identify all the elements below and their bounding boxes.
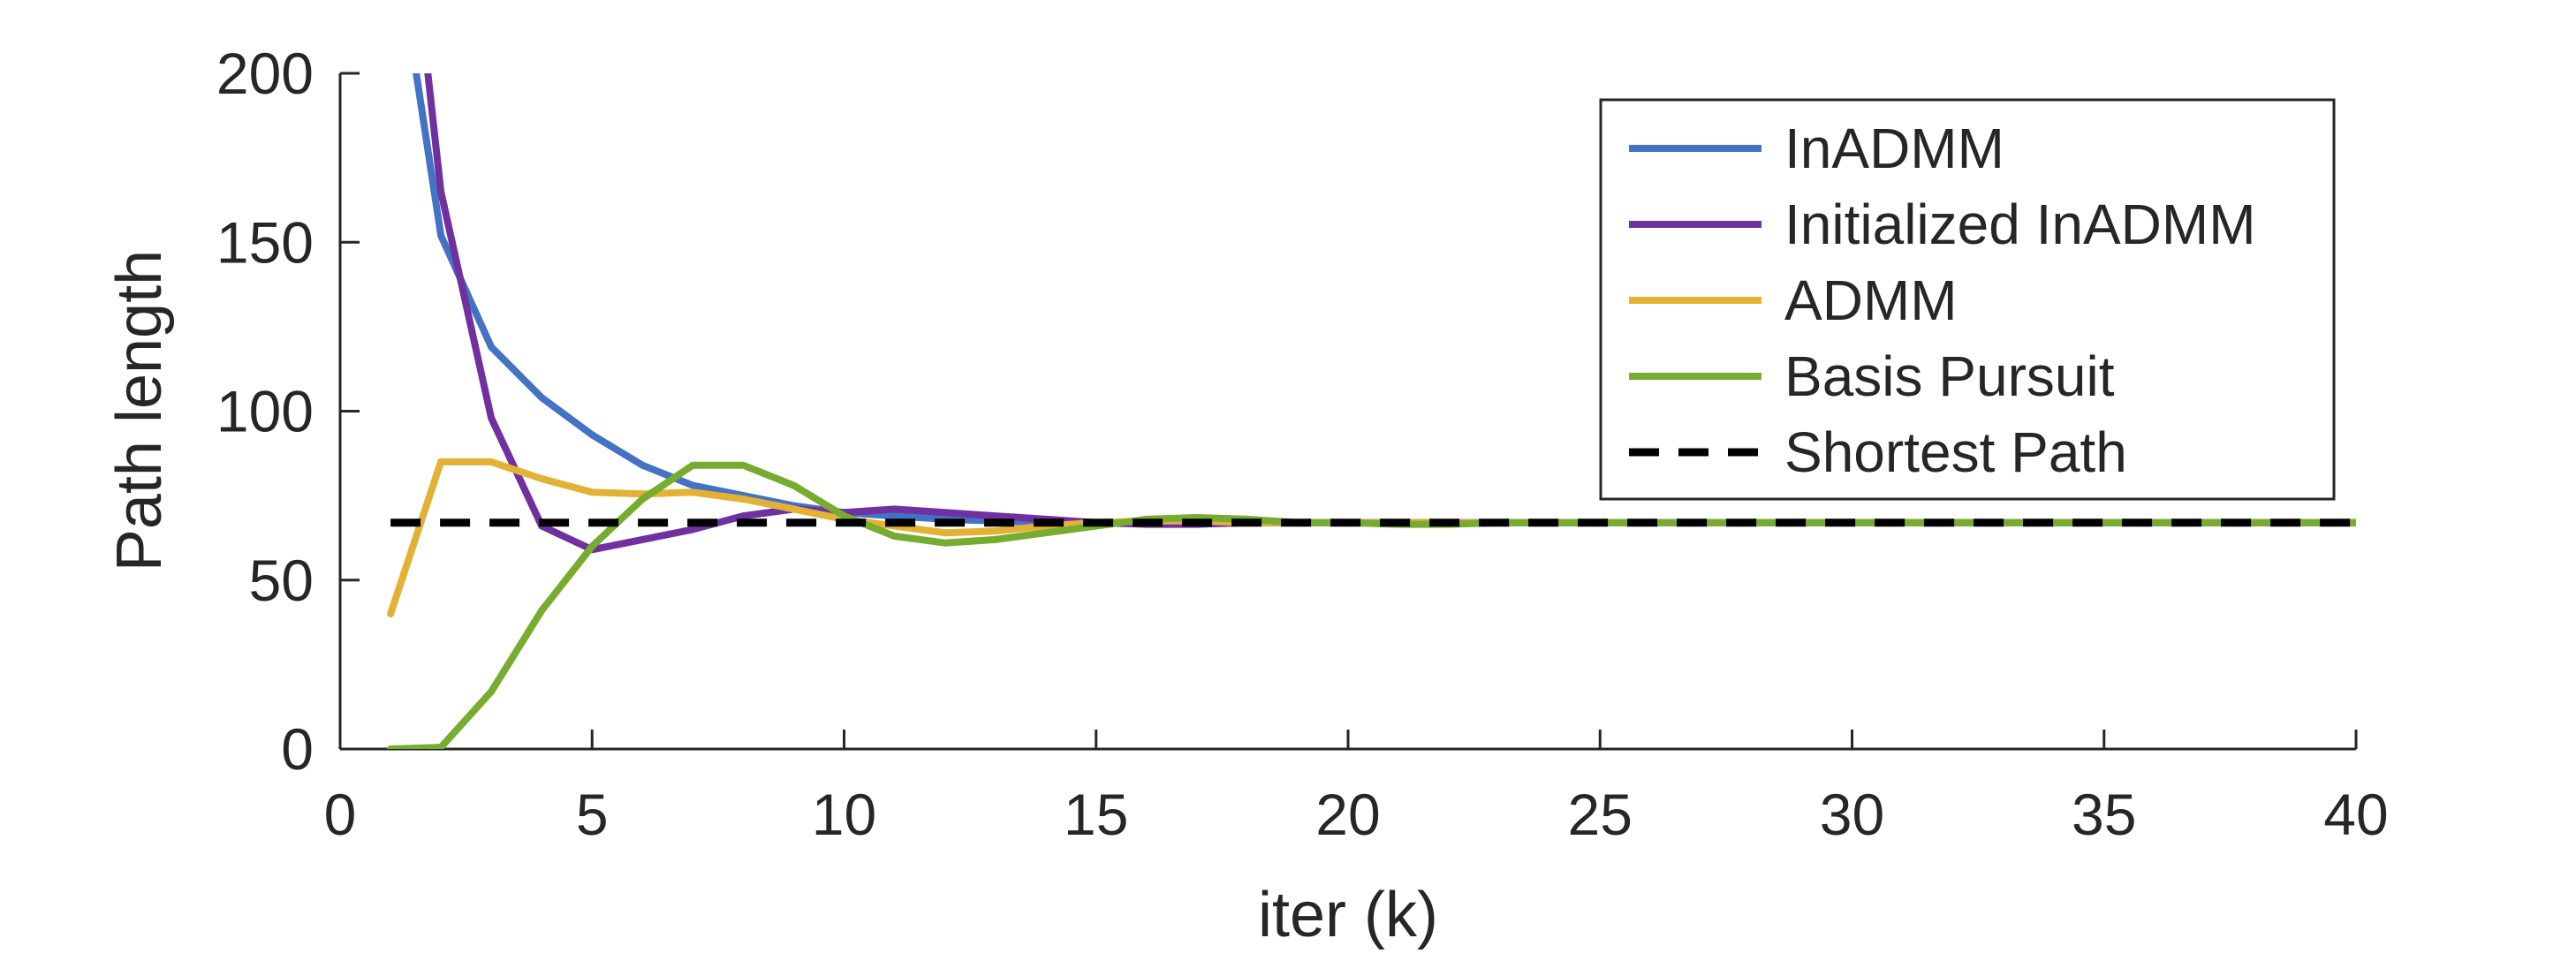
series-line-basis-pursuit	[387, 461, 2356, 749]
x-tick-label: 30	[1820, 782, 1884, 847]
x-tick-label: 5	[576, 782, 609, 847]
axes	[338, 72, 2358, 751]
legend-entry-label: InADMM	[1784, 117, 2004, 180]
x-axis-label: iter (k)	[1258, 880, 1438, 950]
legend: InADMM Initialized InADMM ADMM Basis Pursui…	[1599, 98, 2336, 501]
x-tick-label: 35	[2072, 782, 2136, 847]
x-tick-label: 25	[1568, 782, 1633, 847]
x-tick-label: 10	[812, 782, 876, 847]
y-axis-label: Path length	[104, 250, 175, 571]
legend-entry-label: Basis Pursuit	[1784, 344, 2115, 408]
y-tick-label: 150	[216, 209, 314, 275]
x-tick-label: 40	[2323, 782, 2388, 847]
y-tick-label: 100	[216, 379, 314, 444]
y-tick-label: 200	[216, 41, 314, 106]
tick-labels: 0 5 10 15 20 25 30 35 40 0 50 100 150 200	[216, 41, 2389, 847]
y-tick-label: 50	[249, 548, 314, 613]
x-tick-label: 0	[324, 782, 357, 847]
legend-entry-label: ADMM	[1784, 269, 1958, 332]
x-tick-label: 15	[1064, 782, 1128, 847]
y-tick-label: 0	[281, 716, 314, 782]
series-lines	[387, 73, 2356, 749]
legend-entry-label: Shortest Path	[1784, 420, 2127, 484]
legend-entry-label: Initialized InADMM	[1784, 193, 2256, 256]
x-tick-label: 20	[1315, 782, 1380, 847]
